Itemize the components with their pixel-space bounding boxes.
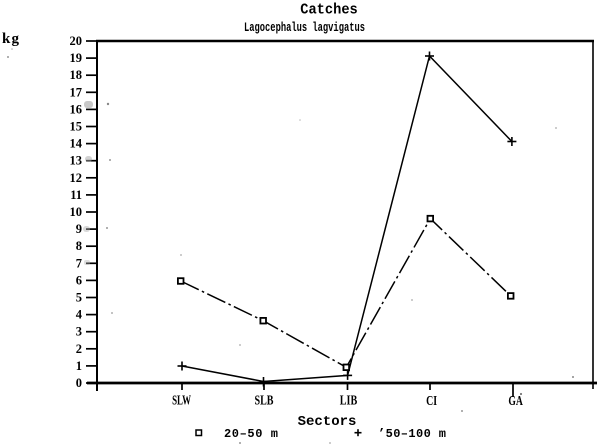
svg-text:3: 3 bbox=[76, 325, 82, 339]
svg-text:9: 9 bbox=[76, 222, 82, 236]
svg-text:Sectors: Sectors bbox=[298, 414, 357, 430]
svg-text:Catches: Catches bbox=[300, 2, 358, 19]
svg-text:’50–100 m: ’50–100 m bbox=[378, 427, 446, 441]
svg-text:SLB: SLB bbox=[255, 393, 274, 408]
svg-text:4: 4 bbox=[76, 308, 83, 322]
svg-text:LIB: LIB bbox=[340, 393, 358, 408]
svg-text:11: 11 bbox=[70, 188, 82, 202]
svg-text:17: 17 bbox=[70, 85, 83, 99]
svg-text:kg: kg bbox=[2, 31, 20, 47]
svg-text:SLW: SLW bbox=[172, 393, 191, 408]
svg-text:1: 1 bbox=[76, 359, 82, 373]
svg-text:Lagocephalus lagvigatus: Lagocephalus lagvigatus bbox=[244, 21, 365, 35]
svg-text:0: 0 bbox=[76, 376, 82, 390]
svg-text:20: 20 bbox=[70, 34, 83, 48]
svg-text:12: 12 bbox=[70, 171, 83, 185]
svg-text:CI: CI bbox=[426, 393, 437, 408]
svg-text:8: 8 bbox=[76, 239, 82, 253]
svg-text:GA: GA bbox=[508, 393, 523, 408]
svg-text:2: 2 bbox=[76, 342, 82, 356]
svg-text:15: 15 bbox=[70, 120, 83, 134]
svg-text:6: 6 bbox=[76, 273, 82, 287]
svg-text:13: 13 bbox=[70, 154, 83, 168]
svg-text:5: 5 bbox=[76, 291, 82, 305]
svg-text:18: 18 bbox=[70, 68, 83, 82]
svg-text:7: 7 bbox=[76, 256, 82, 270]
svg-text:10: 10 bbox=[70, 205, 83, 219]
svg-text:20–50 m: 20–50 m bbox=[224, 427, 279, 441]
svg-text:16: 16 bbox=[70, 102, 83, 116]
svg-text:14: 14 bbox=[70, 137, 83, 151]
svg-text:19: 19 bbox=[70, 51, 83, 65]
